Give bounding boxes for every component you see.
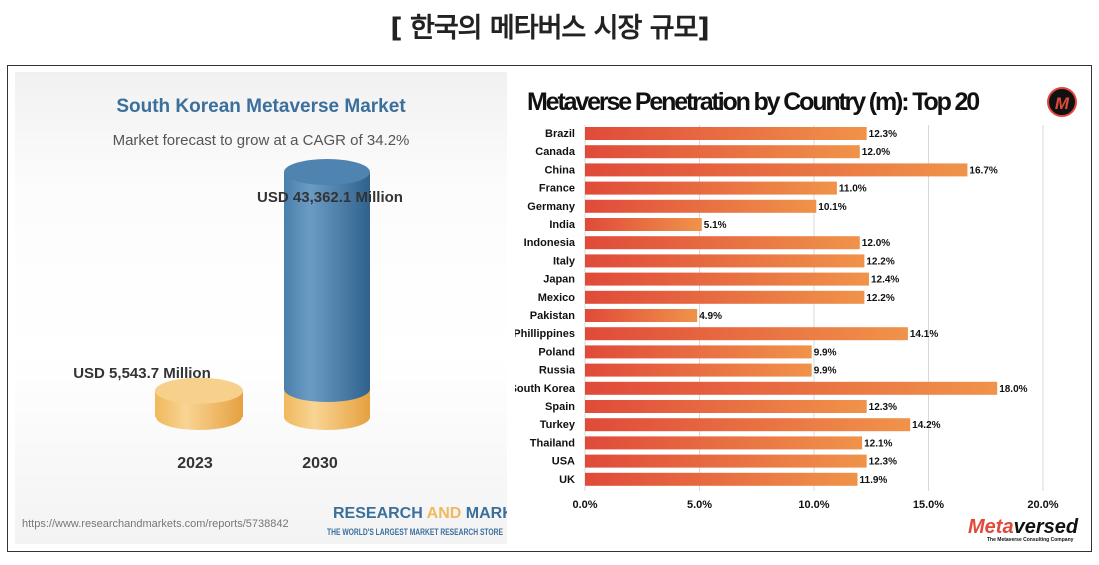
x-tick-label: 10.0% — [798, 499, 829, 511]
category-label: India — [549, 219, 576, 231]
infographic-title: South Korean Metaverse Market — [116, 96, 406, 117]
bar-india — [585, 218, 702, 231]
x-tick-label: 5.0% — [687, 499, 712, 511]
data-label: 14.1% — [910, 329, 938, 340]
bar-usa — [585, 454, 867, 468]
bar-pakistan — [585, 309, 698, 322]
category-label: China — [544, 164, 575, 176]
bar-mexico — [585, 290, 865, 304]
cylinder-2030 — [284, 159, 370, 430]
category-label: Indonesia — [524, 237, 576, 249]
svg-text:M: M — [1055, 94, 1070, 113]
x-tick-label: 20.0% — [1027, 499, 1058, 511]
category-label: Turkey — [540, 419, 576, 431]
data-label-2023: USD 5,543.7 Million — [73, 365, 211, 382]
brand-logo: RESEARCH AND MARKETS — [333, 505, 507, 522]
bar-france — [585, 181, 837, 195]
page-title: [ 한국의 메타버스 시장 규모] — [390, 13, 710, 44]
logo-badge: M — [1047, 87, 1077, 117]
data-label: 11.9% — [860, 475, 888, 486]
data-label: 12.0% — [862, 147, 890, 158]
cylinder-chart: USD 5,543.7 Million USD 43,362.1 Million… — [22, 159, 507, 537]
category-label: Phillippines — [515, 328, 575, 340]
x-tick-label: 0.0% — [572, 499, 597, 511]
category-label-2023: 2023 — [177, 455, 213, 472]
bar-spain — [585, 400, 867, 413]
category-label: South Korea — [515, 383, 576, 395]
data-label: 12.0% — [862, 238, 890, 249]
source-url: https://www.researchandmarkets.com/repor… — [22, 518, 289, 530]
metaversed-logo: Metaversed — [968, 516, 1079, 538]
data-label: 12.3% — [869, 129, 897, 140]
bar-brazil — [585, 127, 867, 140]
penetration-chart: Metaverse Penetration by Country (m): To… — [510, 72, 1090, 547]
brand-tagline: THE WORLD'S LARGEST MARKET RESEARCH STOR… — [327, 527, 503, 537]
penetration-bar-chart: Metaverse Penetration by Country (m): To… — [510, 87, 1079, 543]
infographic-subtitle: Market forecast to grow at a CAGR of 34.… — [112, 132, 410, 149]
data-label: 9.9% — [814, 347, 837, 358]
data-label: 12.3% — [869, 402, 897, 413]
data-label: 12.3% — [869, 457, 897, 468]
data-label: 4.9% — [699, 311, 722, 322]
category-label: Thailand — [530, 437, 575, 449]
bar-indonesia — [585, 236, 860, 250]
category-label: Russia — [539, 365, 576, 377]
category-label: Brazil — [545, 128, 575, 140]
data-label: 12.1% — [864, 438, 892, 449]
category-label: Pakistan — [530, 310, 576, 322]
x-tick-label: 15.0% — [913, 499, 944, 511]
bar-russia — [585, 363, 812, 377]
category-label: Spain — [545, 401, 575, 413]
data-label: 16.7% — [969, 165, 997, 176]
bar-japan — [585, 272, 869, 286]
bar-south-korea — [585, 381, 998, 395]
data-label: 5.1% — [704, 220, 727, 231]
category-label-2030: 2030 — [302, 455, 338, 472]
category-label: France — [539, 183, 575, 195]
cylinder-2023 — [155, 377, 243, 430]
data-label: 10.1% — [818, 202, 846, 213]
bar-germany — [585, 199, 817, 213]
category-label: Italy — [553, 255, 576, 267]
bar-phillippines — [585, 327, 908, 341]
data-label: 12.2% — [866, 293, 894, 304]
bar-china — [585, 163, 968, 177]
data-label: 12.4% — [871, 275, 899, 286]
bar-turkey — [585, 418, 911, 432]
data-label-2030: USD 43,362.1 Million — [257, 189, 403, 206]
category-label: USA — [552, 456, 575, 468]
category-label: Canada — [535, 146, 576, 158]
bar-canada — [585, 145, 860, 159]
data-label: 18.0% — [999, 384, 1027, 395]
category-label: Japan — [543, 274, 575, 286]
korea-market-infographic: South Korean Metaverse Market Market for… — [15, 72, 507, 544]
category-label: Poland — [538, 346, 575, 358]
category-label: Germany — [527, 201, 576, 213]
category-label: Mexico — [538, 292, 576, 304]
chart-title: Metaverse Penetration by Country (m): To… — [527, 88, 979, 116]
data-label: 12.2% — [866, 256, 894, 267]
bar-poland — [585, 345, 812, 359]
bar-uk — [585, 472, 858, 486]
bar-italy — [585, 254, 865, 268]
figure-frame — [7, 65, 1092, 552]
metaversed-tagline: The Metaverse Consulting Company — [987, 537, 1074, 543]
bar-thailand — [585, 436, 863, 450]
data-label: 9.9% — [814, 366, 837, 377]
data-label: 11.0% — [839, 184, 867, 195]
category-label: UK — [559, 474, 575, 486]
data-label: 14.2% — [912, 420, 940, 431]
